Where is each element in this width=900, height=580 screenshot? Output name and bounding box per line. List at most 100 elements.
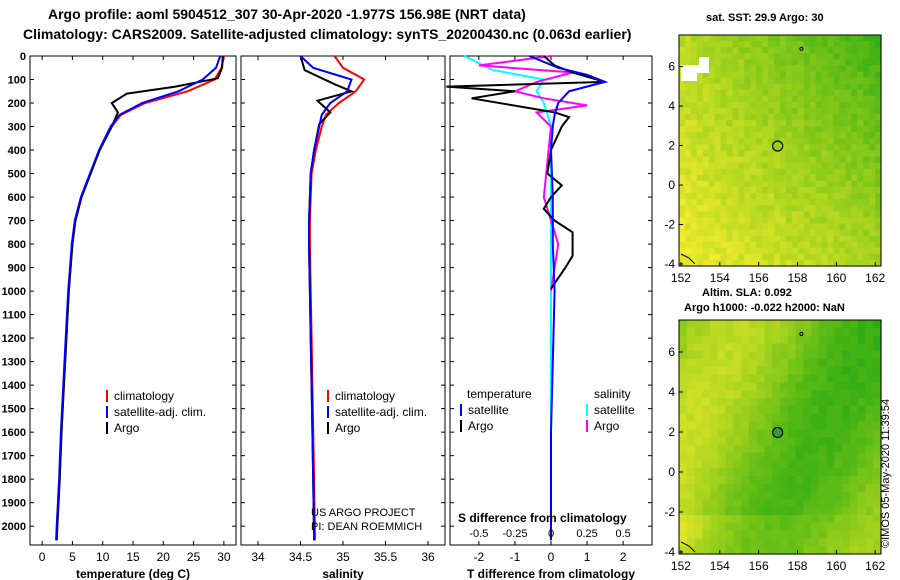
map-cell: [818, 507, 828, 516]
map-cell: [826, 359, 835, 368]
map-cell: [865, 327, 874, 337]
map-cell: [791, 83, 799, 91]
map-cell: [797, 217, 805, 225]
map-cell: [744, 101, 751, 109]
map-cell: [821, 193, 829, 200]
map-cell: [863, 83, 870, 91]
map-cell: [717, 483, 727, 493]
map-cell: [833, 144, 840, 152]
map-cell: [845, 53, 852, 60]
map-y-tick-label: 4: [668, 385, 675, 399]
map-cell: [857, 476, 867, 485]
map-cell: [818, 468, 828, 477]
map-cell: [702, 168, 710, 176]
map-cell: [785, 253, 793, 261]
map-cell: [785, 95, 793, 103]
map-cell: [845, 144, 852, 152]
map-cell: [774, 41, 781, 48]
map-cell: [821, 126, 829, 133]
map-cell: [686, 398, 696, 407]
map-cell: [702, 343, 711, 352]
difference-panel: -2 -1 0 1 2T difference from climatologytemp…: [446, 55, 653, 580]
map-cell: [869, 89, 876, 97]
map-cell: [811, 460, 820, 469]
map-cell: [833, 205, 840, 212]
map-cell: [826, 507, 835, 516]
map-cell: [756, 168, 763, 176]
map-cell: [803, 421, 812, 430]
map-cell: [738, 229, 745, 237]
map-cell: [827, 199, 834, 206]
map-cell: [827, 144, 834, 152]
map-cell: [764, 351, 773, 360]
map-cell: [857, 187, 864, 194]
map-cell: [834, 374, 843, 383]
map-cell: [857, 132, 864, 139]
map-cell: [809, 71, 817, 79]
map-cell: [785, 71, 793, 79]
map-cell: [815, 114, 823, 121]
map-cell: [696, 180, 704, 188]
map-cell: [826, 335, 835, 344]
map-cell: [702, 150, 710, 158]
map-cell: [849, 390, 859, 399]
legend-label: Argo: [594, 419, 620, 433]
map-cell: [827, 187, 834, 194]
map-cell: [684, 126, 692, 133]
map-cell: [708, 211, 716, 218]
map-cell: [834, 429, 843, 438]
map-cell: [762, 126, 769, 133]
map-cell: [714, 132, 722, 139]
map-cell: [732, 65, 739, 73]
map-cell: [833, 77, 840, 85]
map-cell: [679, 499, 688, 508]
map-cell: [732, 126, 739, 133]
map-cell: [741, 491, 750, 500]
map-cell: [803, 335, 812, 344]
map-cell: [768, 120, 775, 127]
map-cell: [827, 101, 834, 109]
map-cell: [732, 138, 739, 145]
map-cell: [708, 120, 716, 127]
map-cell: [815, 229, 823, 237]
map-cell: [795, 468, 804, 477]
map-cell: [795, 327, 804, 337]
map-cell: [756, 132, 763, 139]
map-cell: [826, 538, 835, 547]
map-cell: [750, 41, 757, 48]
map-cell: [780, 138, 787, 145]
map-cell: [857, 162, 864, 170]
map-cell: [851, 229, 858, 237]
map-cell: [756, 327, 766, 337]
map-cell: [873, 437, 882, 446]
map-cell: [821, 174, 829, 182]
map-cell: [684, 156, 692, 164]
map-cell: [849, 335, 859, 344]
map-cell: [845, 101, 852, 109]
map-cell: [780, 483, 789, 493]
map-cell: [764, 437, 773, 446]
map-cell: [811, 320, 820, 329]
map-cell: [791, 107, 799, 115]
annotation-project: US ARGO PROJECT: [311, 507, 416, 519]
map-cell: [857, 180, 864, 188]
map-cell: [679, 359, 688, 368]
map-cell: [744, 132, 751, 139]
map-cell: [772, 538, 781, 547]
map-cell: [679, 421, 688, 430]
y-tick-label: 400: [8, 145, 26, 157]
map-cell: [733, 366, 742, 376]
map-cell: [732, 114, 739, 121]
map-cell: [690, 162, 698, 170]
map-cell: [791, 53, 799, 60]
map-cell: [725, 483, 734, 493]
map-cell: [772, 398, 781, 407]
map-cell: [686, 390, 696, 399]
map-cell: [756, 491, 766, 500]
map-cell: [857, 507, 867, 516]
map-cell: [815, 59, 823, 66]
map-y-tick-label: -4: [664, 545, 675, 559]
map-cell: [679, 491, 688, 500]
map-cell: [865, 343, 874, 352]
map-cell: [714, 71, 722, 79]
